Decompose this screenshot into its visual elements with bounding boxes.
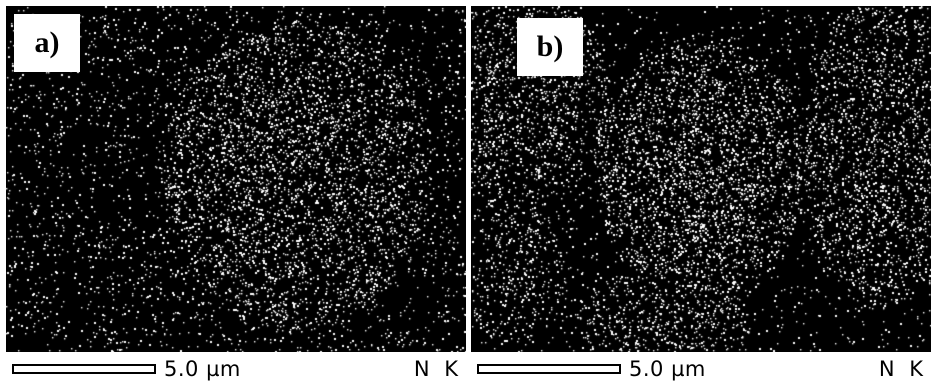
nitrogen-map-image-a <box>6 6 466 352</box>
scale-bar-b <box>477 364 621 374</box>
panel-label-b: b) <box>517 18 583 76</box>
element-label-a: N K <box>413 357 462 381</box>
scale-bar-label-a: 5.0 µm <box>164 357 241 381</box>
panel-b-footer: 5.0 µm N K <box>471 356 931 382</box>
edx-map-panel-a: a) <box>6 6 466 352</box>
edx-map-panel-b: b) <box>471 6 931 352</box>
panel-label-a: a) <box>14 14 80 72</box>
scale-bar-a <box>12 364 156 374</box>
panel-a-footer: 5.0 µm N K <box>6 356 466 382</box>
element-label-b: N K <box>878 357 927 381</box>
scale-bar-label-b: 5.0 µm <box>629 357 706 381</box>
